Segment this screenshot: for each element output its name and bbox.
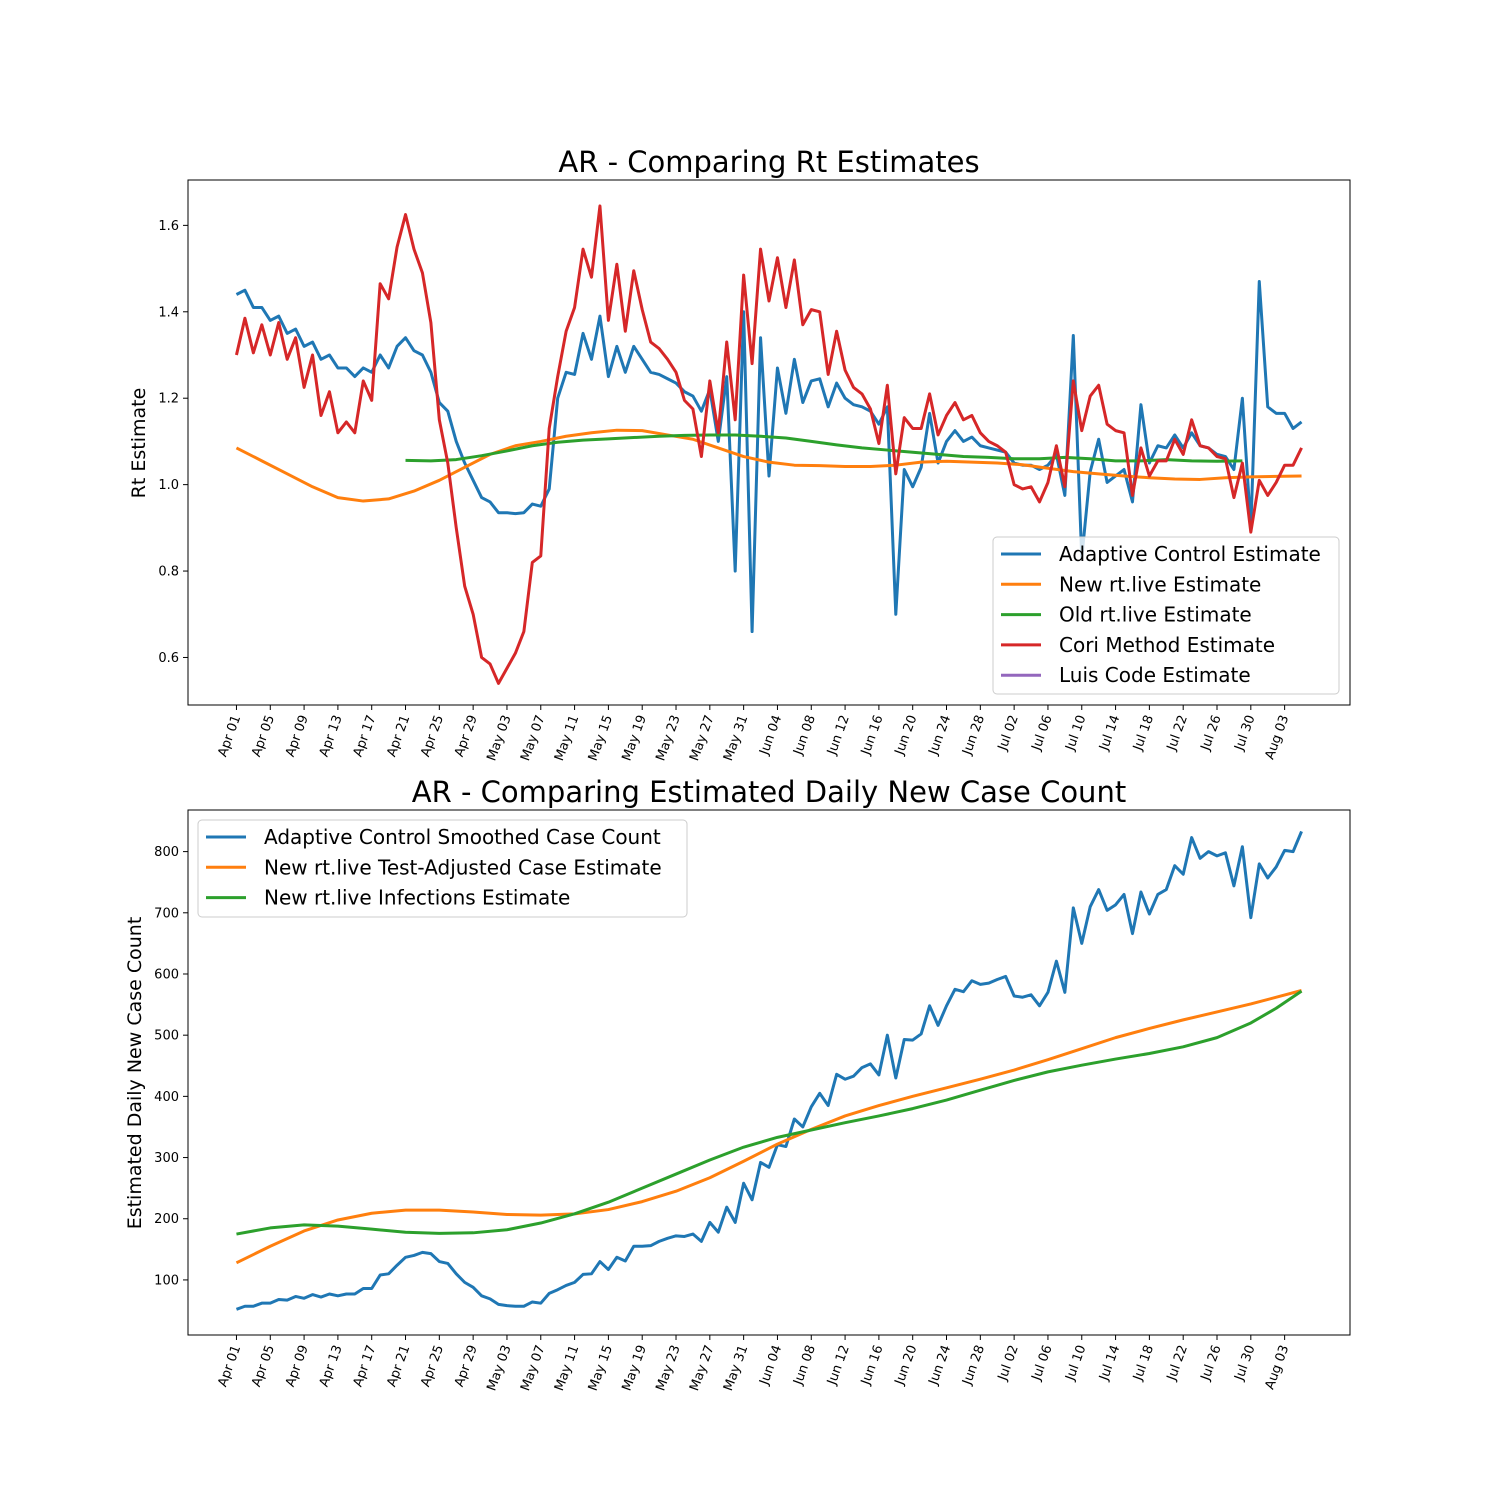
series-line-new-rt-live-test-adjusted-case-estimate (235, 989, 1302, 1265)
y-tick-label: 700 (154, 906, 179, 921)
y-tick-label: 300 (154, 1151, 179, 1166)
case-count-chart: AR - Comparing Estimated Daily New Case … (124, 775, 1351, 1393)
chart-title: AR - Comparing Estimated Daily New Case … (412, 775, 1126, 809)
series-line-adaptive-control-estimate (235, 280, 1303, 634)
y-tick-label: 1.2 (158, 392, 179, 407)
series-line-new-rt-live-estimate (235, 428, 1302, 503)
series-line-new-rt-live-infections-estimate (236, 989, 1303, 1236)
legend-label: Old rt.live Estimate (1059, 603, 1252, 627)
y-axis-label: Rt Estimate (128, 388, 150, 499)
legend-label: New rt.live Infections Estimate (264, 886, 570, 910)
legend-label: New rt.live Test-Adjusted Case Estimate (264, 855, 662, 879)
y-axis-label: Estimated Daily New Case Count (124, 917, 146, 1230)
y-tick-label: 400 (154, 1090, 179, 1105)
legend-box (992, 536, 1340, 695)
y-tick-label: 200 (154, 1212, 179, 1227)
legend-item-new-rt-live-infections-estimate: New rt.live Infections Estimate (206, 886, 570, 910)
legend-label: Cori Method Estimate (1059, 633, 1275, 657)
y-tick-label: 800 (154, 845, 179, 860)
y-tick-label: 600 (154, 967, 179, 982)
y-tick-label: 1.6 (158, 219, 179, 234)
series-group (234, 204, 1303, 685)
legend-item-adaptive-control-estimate: Adaptive Control Estimate (1001, 542, 1321, 566)
series-group (235, 830, 1303, 1311)
y-tick-label: 1.4 (158, 305, 179, 320)
chart-title: AR - Comparing Rt Estimates (558, 145, 979, 179)
legend-label: Adaptive Control Smoothed Case Count (264, 825, 661, 849)
legend-item-luis-code-estimate: Luis Code Estimate (1001, 663, 1251, 687)
series-line-cori-method-estimate (234, 204, 1303, 685)
series-line-old-rt-live-estimate (405, 433, 1243, 463)
y-axis: 100 200 300 400 500 600 700 800 (154, 845, 188, 1288)
plot-frame (187, 809, 1351, 1336)
y-tick-label: 500 (154, 1029, 179, 1044)
series-line-adaptive-control-smoothed-case-count (235, 830, 1303, 1311)
legend: Adaptive Control Smoothed Case Count New … (197, 819, 688, 918)
legend-label: Luis Code Estimate (1059, 663, 1251, 687)
legend-item-adaptive-control-smoothed-case-count: Adaptive Control Smoothed Case Count (206, 825, 661, 849)
y-tick-label: 1.0 (158, 478, 179, 493)
y-axis: 0.6 0.8 1.0 1.2 1.4 1.6 (158, 219, 188, 666)
legend-item-old-rt-live-estimate: Old rt.live Estimate (1001, 603, 1252, 627)
y-tick-label: 0.6 (158, 651, 179, 666)
legend-box (197, 819, 688, 918)
legend-item-new-rt-live-estimate: New rt.live Estimate (1001, 572, 1261, 596)
legend: Adaptive Control Estimate New rt.live Est… (992, 536, 1340, 695)
y-tick-label: 100 (154, 1273, 179, 1288)
y-tick-label: 0.8 (158, 565, 179, 580)
plot-frame (187, 179, 1351, 706)
legend-label: New rt.live Estimate (1059, 572, 1261, 596)
legend-item-cori-method-estimate: Cori Method Estimate (1001, 633, 1275, 657)
legend-item-new-rt-live-test-adjusted-case-estimate: New rt.live Test-Adjusted Case Estimate (206, 855, 662, 879)
legend-label: Adaptive Control Estimate (1059, 542, 1321, 566)
